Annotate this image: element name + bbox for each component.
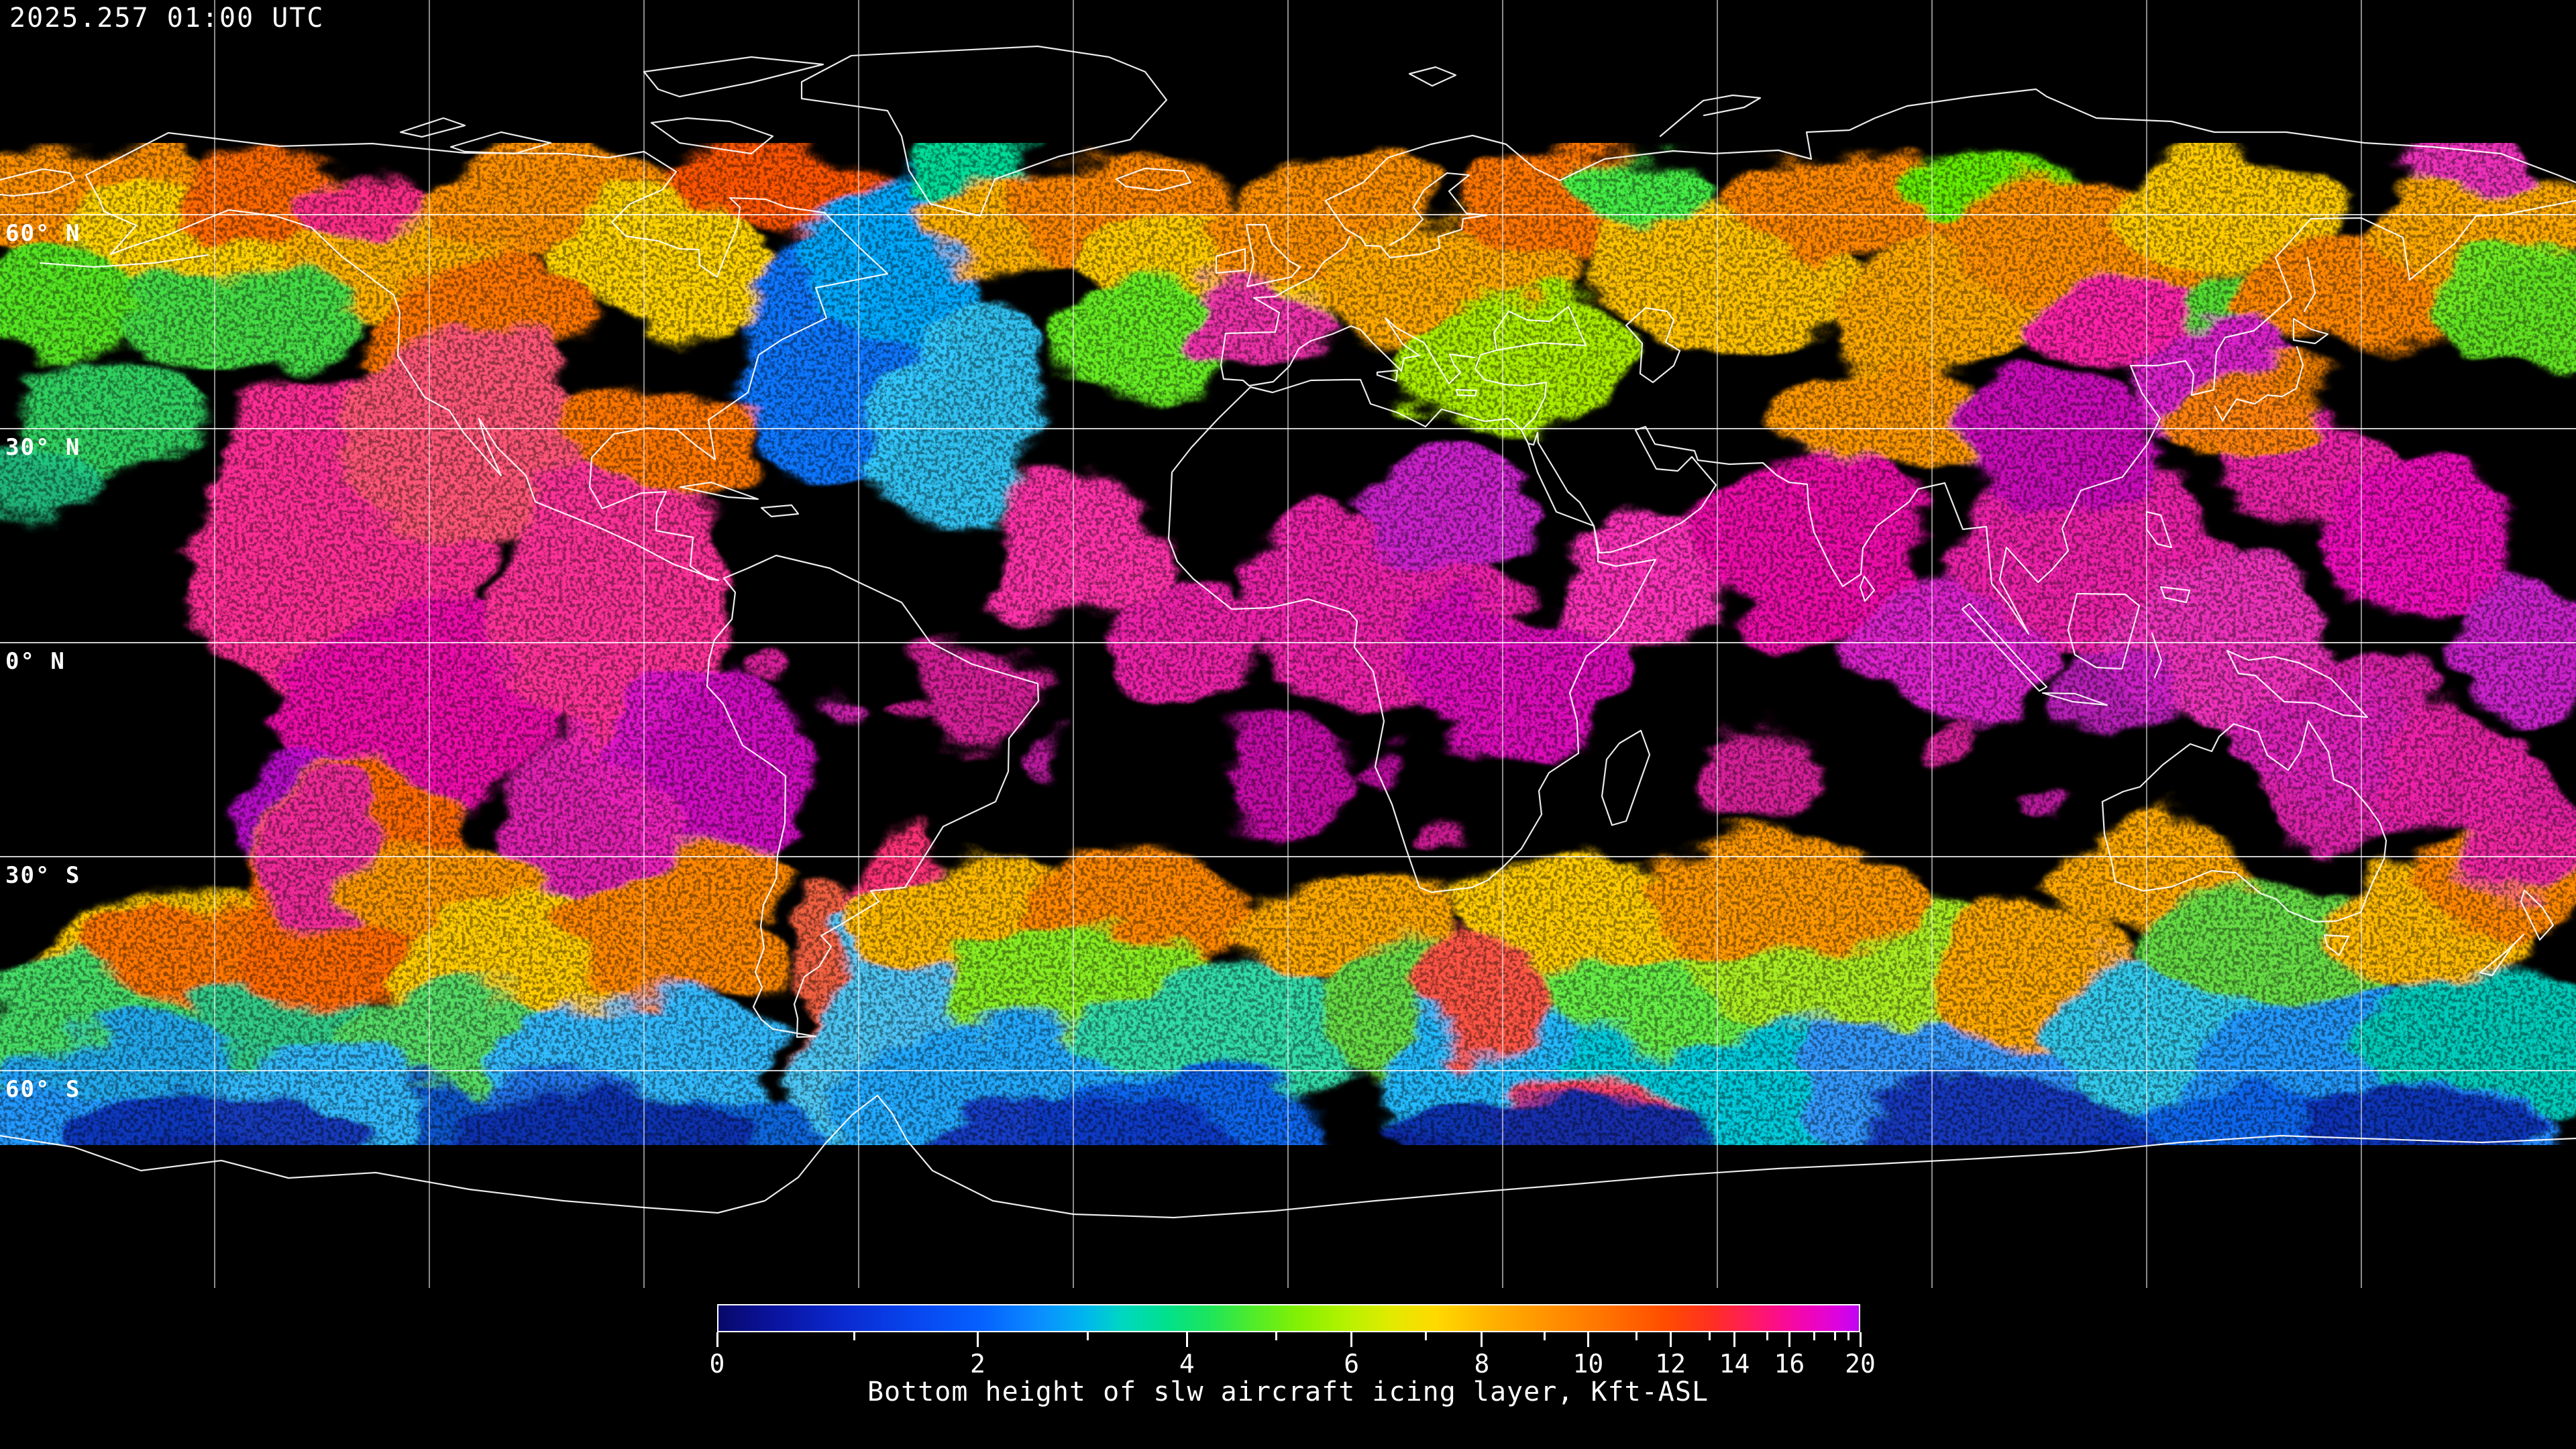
coastline-path [1455,388,1478,397]
coastline-path [800,45,1168,217]
coastline-path [449,131,552,155]
colorbar-minor-tick [1424,1332,1427,1340]
coastline-path [2101,720,2387,923]
coastline-path [2292,317,2329,345]
coastline-path [1324,88,2576,202]
colorbar-minor-tick [1834,1332,1836,1340]
colorbar-minor-tick [1847,1332,1850,1340]
coastline-path [85,131,889,582]
colorbar-tick-label: 8 [1474,1349,1490,1379]
coastline-path [706,554,1040,1038]
colorbar-major-tick [1185,1332,1188,1347]
coastline-path [0,1094,2576,1219]
coastline-path [2520,889,2555,941]
coastline-path [1376,369,1399,382]
coastline-path [650,117,774,155]
colorbar-minor-tick [1544,1332,1546,1340]
coastline-path [1961,602,2048,692]
colorbar-tick-label: 0 [709,1349,725,1379]
colorbar-minor-tick [1086,1332,1089,1340]
lat-label: 60° N [5,220,81,247]
coastline-path [0,168,76,197]
coastline-path [1601,729,1651,826]
coastline-path [2159,586,2191,604]
coastline-path [679,481,759,500]
coastline-path [2226,649,2369,718]
coastline-path [2303,256,2316,313]
coastline-path [39,254,209,268]
colorbar-tick-label: 14 [1719,1349,1750,1379]
coastline-path [2323,934,2350,957]
colorbar-major-tick [1733,1332,1736,1347]
coastlines [0,45,2576,1219]
colorbar-tick-label: 12 [1655,1349,1686,1379]
world-map [0,0,2576,1288]
colorbar-tick-label: 4 [1179,1349,1195,1379]
coastline-path [1245,223,1301,288]
coastline-path [1625,307,1681,384]
colorbar [717,1304,1860,1332]
colorbar-major-tick [977,1332,979,1347]
lat-label: 30° S [5,862,81,889]
coastline-path [1493,305,1587,352]
coastline-path [1115,167,1192,192]
colorbar-major-tick [1587,1332,1589,1347]
colorbar-tick-label: 2 [970,1349,985,1379]
colorbar-tick-label: 20 [1845,1349,1876,1379]
colorbar-major-tick [1788,1332,1790,1347]
colorbar-major-tick [1481,1332,1483,1347]
colorbar-major-tick [1859,1332,1862,1347]
lat-label: 30° N [5,434,81,461]
colorbar-minor-tick [1766,1332,1769,1340]
colorbar-minor-tick [853,1332,855,1340]
coastline-path [2479,933,2525,977]
coastline-path [643,56,824,98]
coastline-path [1659,94,1762,138]
colorbar-tick-label: 16 [1774,1349,1805,1379]
coastline-path [760,504,800,518]
colorbar-tick-label: 6 [1344,1349,1360,1379]
coastline-path [2151,632,2163,679]
coastline-path [1220,235,1476,387]
lat-label: 0° N [5,648,66,675]
timestamp: 2025.257 01:00 UTC [9,3,325,34]
latitude-gridlines [0,214,2576,1071]
coastline-path [1324,172,1488,259]
colorbar-minor-tick [1635,1332,1638,1340]
coastline-path [1215,248,1246,274]
colorbar-minor-tick [1813,1332,1816,1340]
lat-label: 60° S [5,1076,81,1103]
coastline-path [2041,692,2108,706]
coastline-path [399,117,466,138]
colorbar-minor-tick [1275,1332,1277,1340]
colorbar-major-tick [716,1332,718,1347]
coastline-path [1474,199,2576,635]
colorbar-major-tick [1669,1332,1672,1347]
coastline-path [1408,66,1457,87]
colorbar-title: Bottom height of slw aircraft icing laye… [867,1377,1709,1407]
coastline-path [2067,592,2141,670]
coastline-path [2214,345,2304,422]
colorbar-major-tick [1350,1332,1353,1347]
colorbar-tick-label: 10 [1572,1349,1604,1379]
colorbar-minor-tick [1708,1332,1711,1340]
coastline-path [1167,378,1657,894]
coastline-path [2145,511,2173,549]
coastline-path [1859,575,1876,602]
